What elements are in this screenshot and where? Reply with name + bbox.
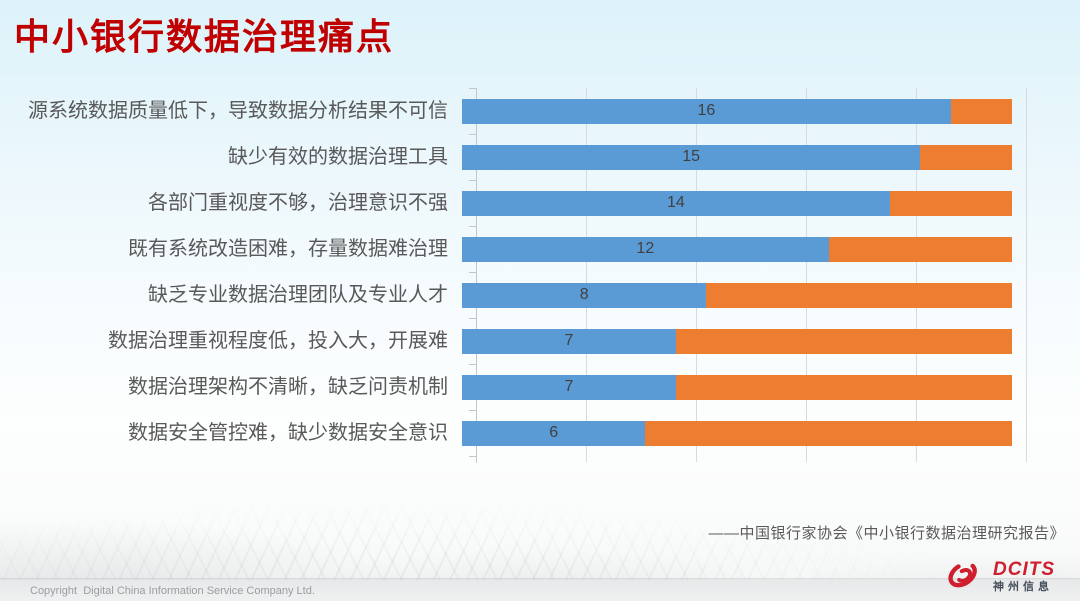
- bar-segment-blue: 7: [462, 328, 676, 354]
- axis-tick: [469, 410, 476, 411]
- category-label: 缺少有效的数据治理工具: [228, 146, 448, 168]
- bar-segment-orange: [675, 328, 1012, 354]
- axis-tick: [469, 456, 476, 457]
- bar-segment-blue: 15: [462, 144, 921, 170]
- axis-tick: [469, 180, 476, 181]
- chart-row: 源系统数据质量低下，导致数据分析结果不可信 16: [0, 88, 1026, 134]
- category-label: 缺乏专业数据治理团队及专业人才: [148, 284, 448, 306]
- bar-segment-orange: [675, 374, 1012, 400]
- chart-row: 缺乏专业数据治理团队及专业人才 8: [0, 272, 1026, 318]
- bar-segment-orange: [828, 236, 1012, 262]
- bar-track: 15: [462, 144, 1012, 170]
- footer-bar: [0, 578, 1080, 601]
- gridline: [1026, 88, 1027, 462]
- chart-row: 数据安全管控难，缺少数据安全意识 6: [0, 410, 1026, 456]
- bar-segment-orange: [950, 98, 1012, 124]
- chart-row: 数据治理重视程度低，投入大，开展难 7: [0, 318, 1026, 364]
- dcits-logo: DCITS 神州信息: [941, 557, 1055, 595]
- category-axis-line: [476, 88, 477, 463]
- category-label: 既有系统改造困难，存量数据难治理: [128, 238, 448, 260]
- bar-value-label: 7: [564, 378, 574, 395]
- copyright-text: Copyright Digital China Information Serv…: [30, 585, 315, 597]
- chart-row: 数据治理架构不清晰，缺乏问责机制 7: [0, 364, 1026, 410]
- bar-segment-orange: [706, 282, 1012, 308]
- chart-row: 缺少有效的数据治理工具 15: [0, 134, 1026, 180]
- category-label: 数据治理重视程度低，投入大，开展难: [108, 330, 448, 352]
- chart-row: 既有系统改造困难，存量数据难治理 12: [0, 226, 1026, 272]
- bar-value-label: 7: [564, 332, 574, 349]
- logo-text: DCITS: [993, 558, 1055, 580]
- gridline: [696, 88, 697, 462]
- axis-tick: [469, 364, 476, 365]
- category-label: 源系统数据质量低下，导致数据分析结果不可信: [28, 100, 448, 122]
- source-citation: ——中国银行家协会《中小银行数据治理研究报告》: [708, 525, 1065, 542]
- bar-segment-orange: [645, 420, 1012, 446]
- bar-track: 16: [462, 98, 1012, 124]
- axis-tick: [469, 88, 476, 89]
- bar-track: 7: [462, 328, 1012, 354]
- category-label: 数据安全管控难，缺少数据安全意识: [128, 422, 448, 444]
- gridline: [916, 88, 917, 462]
- stacked-bar-chart: 源系统数据质量低下，导致数据分析结果不可信 16 缺少有效的数据治理工具 15 各部门重…: [0, 88, 1034, 463]
- logo-subtext: 神州信息: [993, 580, 1053, 593]
- bar-segment-blue: 14: [462, 190, 890, 216]
- logo-text-wrap: DCITS 神州信息: [993, 560, 1055, 593]
- category-label: 数据治理架构不清晰，缺乏问责机制: [128, 376, 448, 398]
- chart-row: 各部门重视度不够，治理意识不强 14: [0, 180, 1026, 226]
- category-label: 各部门重视度不够，治理意识不强: [148, 192, 448, 214]
- bar-track: 14: [462, 190, 1012, 216]
- chart-gridlines: [469, 88, 1027, 463]
- chart-rows: 源系统数据质量低下，导致数据分析结果不可信 16 缺少有效的数据治理工具 15 各部门重…: [0, 88, 1026, 456]
- bar-value-label: 8: [579, 286, 589, 303]
- bar-segment-blue: 8: [462, 282, 707, 308]
- dcits-swirl-icon: [948, 563, 977, 588]
- bar-segment-blue: 16: [462, 98, 951, 124]
- bar-value-label: 14: [666, 194, 685, 211]
- bar-track: 8: [462, 282, 1012, 308]
- bar-value-label: 12: [636, 240, 655, 257]
- axis-tick: [469, 272, 476, 273]
- bar-track: 12: [462, 236, 1012, 262]
- bar-segment-blue: 6: [462, 420, 646, 446]
- page-title: 中小银行数据治理痛点: [14, 16, 395, 57]
- gridline: [806, 88, 807, 462]
- bar-segment-orange: [889, 190, 1012, 216]
- bar-segment-orange: [920, 144, 1012, 170]
- bar-track: 7: [462, 374, 1012, 400]
- axis-tick: [469, 134, 476, 135]
- bar-value-label: 6: [549, 424, 559, 441]
- bar-track: 6: [462, 420, 1012, 446]
- bar-segment-blue: 7: [462, 374, 676, 400]
- bar-value-label: 16: [697, 102, 716, 119]
- axis-tick: [469, 226, 476, 227]
- bar-segment-blue: 12: [462, 236, 829, 262]
- bar-value-label: 15: [682, 148, 701, 165]
- gridline: [586, 88, 587, 462]
- axis-tick: [469, 318, 476, 319]
